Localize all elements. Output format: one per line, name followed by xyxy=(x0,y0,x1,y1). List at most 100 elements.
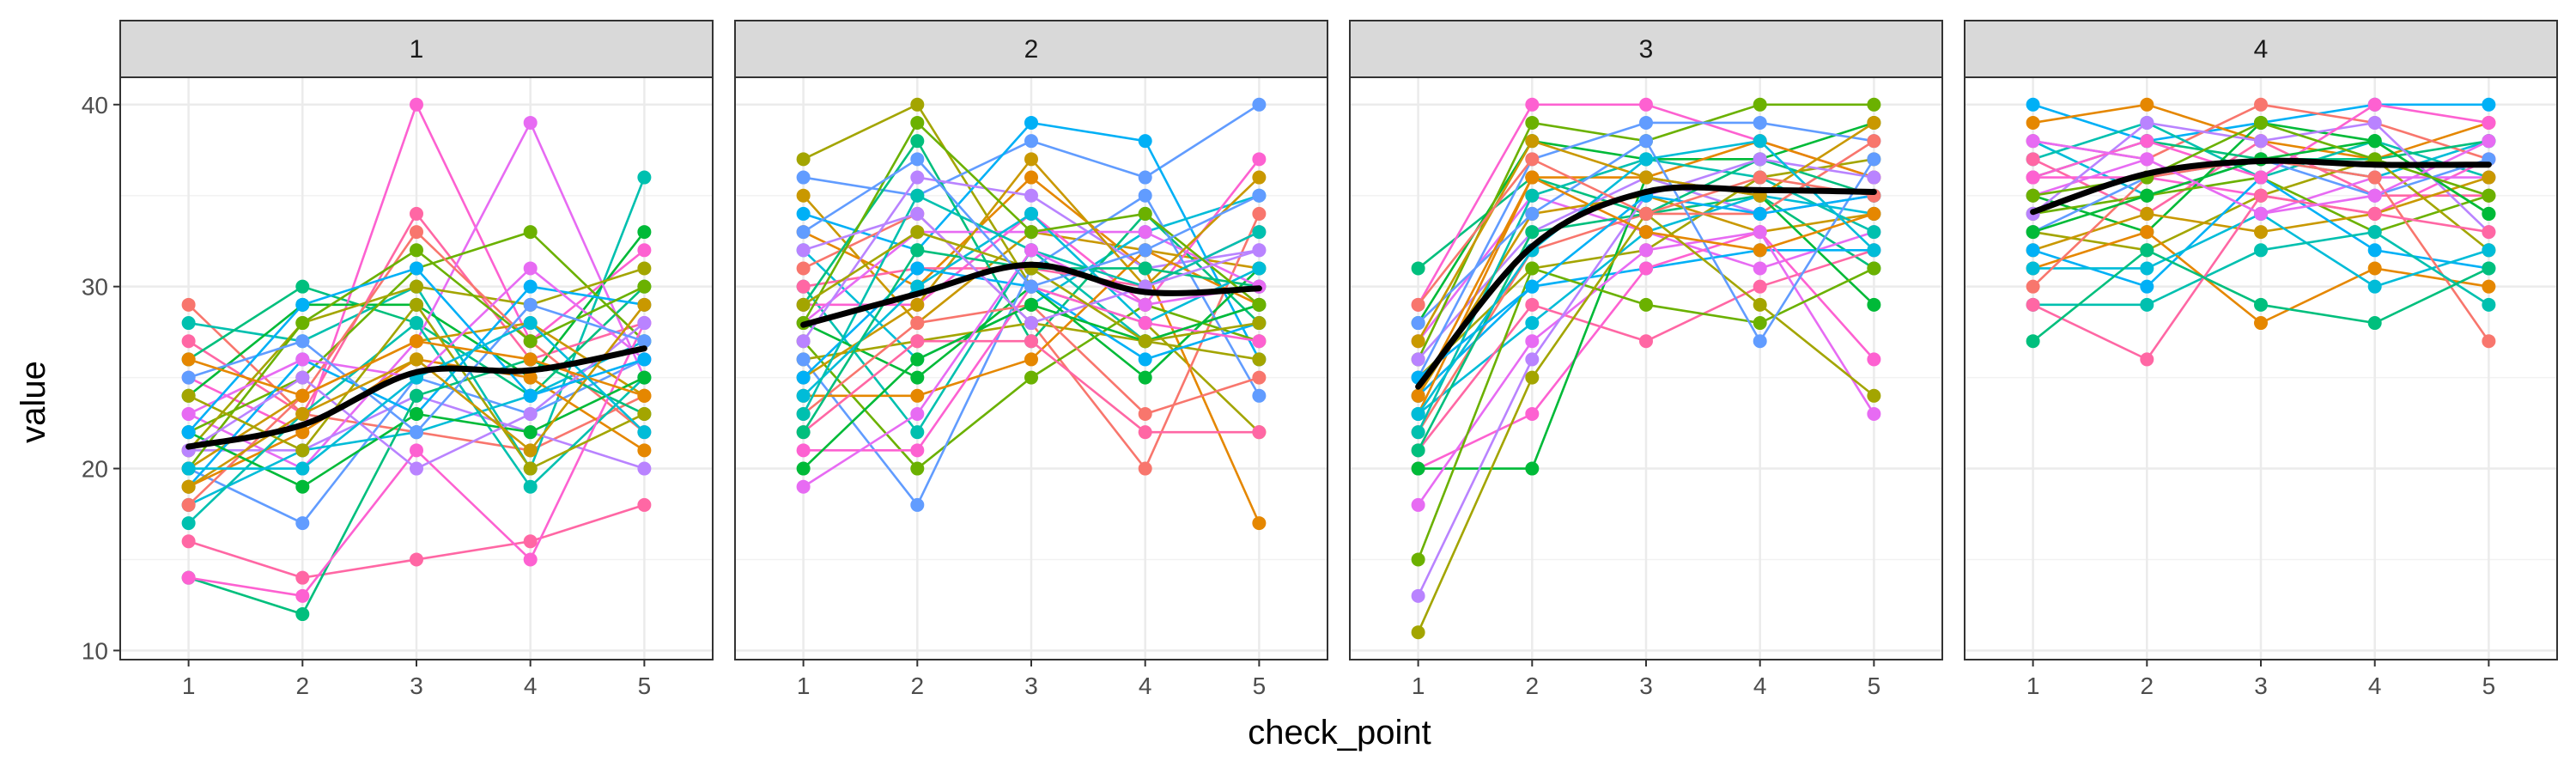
data-point xyxy=(523,443,538,458)
data-point xyxy=(1525,370,1540,385)
data-point xyxy=(796,261,811,276)
data-point xyxy=(1411,261,1425,276)
data-point xyxy=(2482,97,2496,112)
data-point xyxy=(637,497,652,512)
data-point xyxy=(637,334,652,349)
data-point xyxy=(410,279,423,294)
x-tick-label: 3 xyxy=(2254,673,2268,699)
data-point xyxy=(1138,316,1152,331)
data-point xyxy=(1024,225,1038,240)
smooth-trend-line xyxy=(800,261,1262,328)
data-point xyxy=(295,479,310,494)
data-point xyxy=(1252,516,1267,531)
data-point xyxy=(910,461,925,476)
data-point xyxy=(2482,243,2496,258)
data-point xyxy=(1024,279,1038,294)
data-point xyxy=(295,607,310,622)
data-point xyxy=(2482,206,2496,221)
data-point xyxy=(1753,261,1767,276)
data-point xyxy=(910,406,925,421)
x-tick-label: 2 xyxy=(296,673,310,699)
data-point xyxy=(2140,297,2154,312)
data-point xyxy=(2254,170,2268,185)
data-point xyxy=(637,388,652,403)
data-point xyxy=(1252,425,1267,440)
data-point xyxy=(1867,388,1881,403)
data-point xyxy=(523,461,538,476)
data-point xyxy=(1024,206,1038,221)
data-point xyxy=(1252,188,1267,203)
data-point xyxy=(295,297,310,312)
y-tick-label: 20 xyxy=(82,456,108,483)
data-point xyxy=(181,461,196,476)
data-point xyxy=(1138,170,1152,185)
data-point xyxy=(637,316,652,331)
data-point xyxy=(181,570,196,585)
data-point xyxy=(2482,134,2496,149)
data-point xyxy=(1138,297,1152,312)
data-point xyxy=(2140,279,2154,294)
data-point xyxy=(1024,152,1038,167)
data-point xyxy=(1411,316,1425,331)
data-point xyxy=(637,461,652,476)
data-point xyxy=(1252,243,1267,258)
data-point xyxy=(2254,225,2268,240)
data-point xyxy=(523,279,538,294)
data-point xyxy=(2026,225,2040,240)
data-point xyxy=(295,388,310,403)
data-point xyxy=(1024,115,1038,130)
data-point xyxy=(410,334,423,349)
data-point xyxy=(1867,115,1881,130)
data-point xyxy=(796,188,811,203)
data-point xyxy=(1138,425,1152,440)
data-point xyxy=(1753,243,1767,258)
data-point xyxy=(523,297,538,312)
data-point xyxy=(1138,225,1152,240)
data-point xyxy=(523,334,538,349)
smooth-trend-line xyxy=(1415,184,1877,390)
data-point xyxy=(2026,170,2040,185)
data-point xyxy=(523,225,538,240)
data-point xyxy=(295,370,310,385)
data-point xyxy=(410,243,423,258)
data-point xyxy=(181,479,196,494)
data-point xyxy=(1867,152,1881,167)
data-point xyxy=(796,388,811,403)
data-point xyxy=(1753,170,1767,185)
data-point xyxy=(2140,225,2154,240)
data-point xyxy=(1525,225,1540,240)
data-point xyxy=(1024,316,1038,331)
data-point xyxy=(1525,261,1540,276)
data-point xyxy=(1252,297,1267,312)
data-point xyxy=(1411,625,1425,640)
data-point xyxy=(181,370,196,385)
data-point xyxy=(1753,297,1767,312)
data-point xyxy=(1753,279,1767,294)
data-point xyxy=(910,261,925,276)
smooth-trend-line xyxy=(2030,157,2492,216)
data-point xyxy=(910,115,925,130)
data-point xyxy=(1525,97,1540,112)
data-point xyxy=(2140,188,2154,203)
data-point xyxy=(1525,188,1540,203)
data-point xyxy=(1411,352,1425,367)
data-point xyxy=(2026,243,2040,258)
data-point xyxy=(1024,243,1038,258)
data-point xyxy=(1639,115,1653,130)
data-point xyxy=(523,261,538,276)
data-point xyxy=(1411,443,1425,458)
data-point xyxy=(295,406,310,421)
data-point xyxy=(1753,152,1767,167)
data-point xyxy=(1024,352,1038,367)
data-point xyxy=(523,534,538,549)
facet-strip-label: 3 xyxy=(1639,35,1654,64)
data-point xyxy=(410,316,423,331)
x-tick-label: 5 xyxy=(1253,673,1267,699)
data-point xyxy=(796,443,811,458)
data-point xyxy=(637,297,652,312)
data-point xyxy=(1411,497,1425,512)
data-point xyxy=(181,497,196,512)
data-point xyxy=(181,425,196,440)
data-point xyxy=(910,334,925,349)
data-point xyxy=(1138,206,1152,221)
